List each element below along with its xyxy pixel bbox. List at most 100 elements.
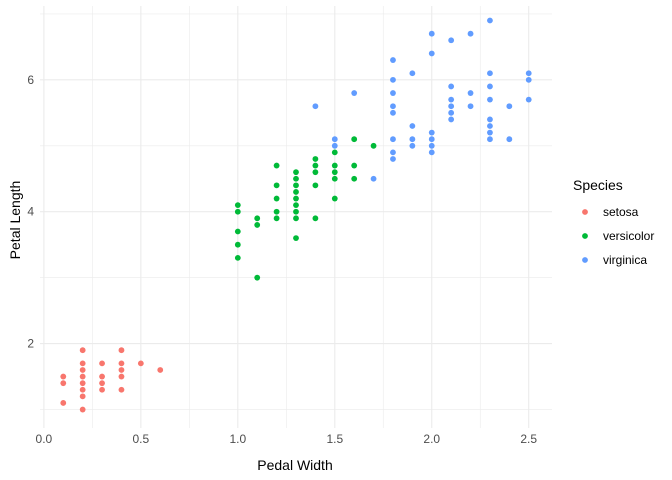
point-versicolor: [331, 169, 338, 176]
point-setosa: [79, 347, 86, 354]
point-setosa: [79, 406, 86, 413]
point-virginica: [370, 175, 377, 182]
point-setosa: [60, 373, 67, 380]
point-versicolor: [331, 195, 338, 202]
point-virginica: [390, 136, 396, 143]
y-axis-ticks: 2 4 6: [27, 73, 34, 351]
x-axis-title: Pedal Width: [257, 457, 332, 473]
point-virginica: [390, 149, 396, 156]
y-tick-label: 4: [27, 205, 34, 219]
point-virginica: [409, 142, 416, 149]
point-versicolor: [351, 175, 358, 182]
point-setosa: [99, 380, 105, 387]
point-setosa: [79, 360, 86, 367]
point-versicolor: [273, 195, 280, 202]
x-tick-label: 0.0: [36, 432, 53, 446]
x-tick-label: 1.0: [229, 432, 246, 446]
point-versicolor: [254, 215, 261, 222]
point-virginica: [448, 83, 455, 90]
point-virginica: [390, 109, 396, 116]
point-setosa: [99, 360, 105, 367]
point-setosa: [60, 400, 67, 406]
point-setosa: [79, 380, 86, 387]
point-setosa: [79, 393, 86, 400]
point-virginica: [409, 123, 416, 129]
legend-label-virginica: virginica: [603, 253, 647, 267]
point-virginica: [448, 96, 455, 103]
point-virginica: [448, 109, 455, 116]
point-versicolor: [293, 182, 299, 189]
point-virginica: [428, 50, 435, 57]
legend: Species setosa versicolor virginica: [573, 177, 654, 267]
point-virginica: [331, 142, 338, 149]
point-versicolor: [293, 235, 299, 242]
point-virginica: [448, 103, 455, 110]
legend-key-setosa: [582, 209, 588, 215]
point-virginica: [428, 136, 435, 143]
point-virginica: [390, 156, 396, 162]
legend-key-virginica: [582, 257, 588, 263]
point-virginica: [525, 96, 532, 103]
point-setosa: [118, 347, 125, 354]
point-virginica: [506, 103, 513, 110]
point-versicolor: [312, 215, 319, 222]
point-virginica: [467, 90, 474, 96]
point-setosa: [118, 367, 125, 373]
point-setosa: [118, 360, 125, 367]
point-virginica: [487, 70, 493, 77]
point-virginica: [428, 129, 435, 136]
point-versicolor: [273, 182, 280, 189]
point-versicolor: [293, 215, 299, 222]
point-versicolor: [312, 169, 319, 176]
point-virginica: [467, 30, 474, 37]
point-virginica: [390, 57, 396, 63]
point-setosa: [79, 386, 86, 393]
point-virginica: [428, 30, 435, 37]
point-versicolor: [293, 208, 299, 215]
y-tick-label: 2: [27, 337, 34, 351]
point-virginica: [487, 116, 493, 123]
legend-key-versicolor: [582, 233, 588, 239]
point-virginica: [487, 83, 493, 90]
point-setosa: [157, 367, 164, 373]
minor-gridlines: [40, 6, 552, 428]
point-versicolor: [273, 162, 280, 169]
point-virginica: [525, 76, 532, 83]
point-versicolor: [293, 175, 299, 182]
point-setosa: [79, 367, 86, 373]
point-versicolor: [234, 202, 241, 209]
point-versicolor: [312, 162, 319, 169]
point-versicolor: [331, 149, 338, 156]
point-versicolor: [351, 136, 358, 143]
y-axis-title: Petal Length: [7, 181, 23, 260]
point-versicolor: [370, 142, 377, 149]
point-versicolor: [293, 202, 299, 209]
point-versicolor: [234, 254, 241, 261]
point-versicolor: [312, 156, 319, 162]
point-virginica: [448, 116, 455, 123]
point-virginica: [487, 129, 493, 136]
point-virginica: [506, 136, 513, 143]
point-virginica: [331, 136, 338, 143]
x-tick-label: 2.5: [520, 432, 537, 446]
point-virginica: [448, 37, 455, 44]
point-virginica: [351, 90, 358, 96]
point-versicolor: [293, 195, 299, 202]
point-virginica: [487, 17, 493, 24]
point-versicolor: [234, 241, 241, 248]
point-versicolor: [331, 162, 338, 169]
point-setosa: [118, 386, 125, 393]
point-versicolor: [312, 182, 319, 189]
point-versicolor: [273, 208, 280, 215]
point-versicolor: [234, 228, 241, 235]
y-tick-label: 6: [27, 73, 34, 87]
point-setosa: [60, 380, 67, 387]
point-virginica: [525, 70, 532, 77]
x-axis-ticks: 0.0 0.5 1.0 1.5 2.0 2.5: [36, 432, 538, 446]
point-virginica: [487, 136, 493, 143]
point-virginica: [428, 142, 435, 149]
point-virginica: [487, 96, 493, 103]
point-versicolor: [293, 169, 299, 176]
